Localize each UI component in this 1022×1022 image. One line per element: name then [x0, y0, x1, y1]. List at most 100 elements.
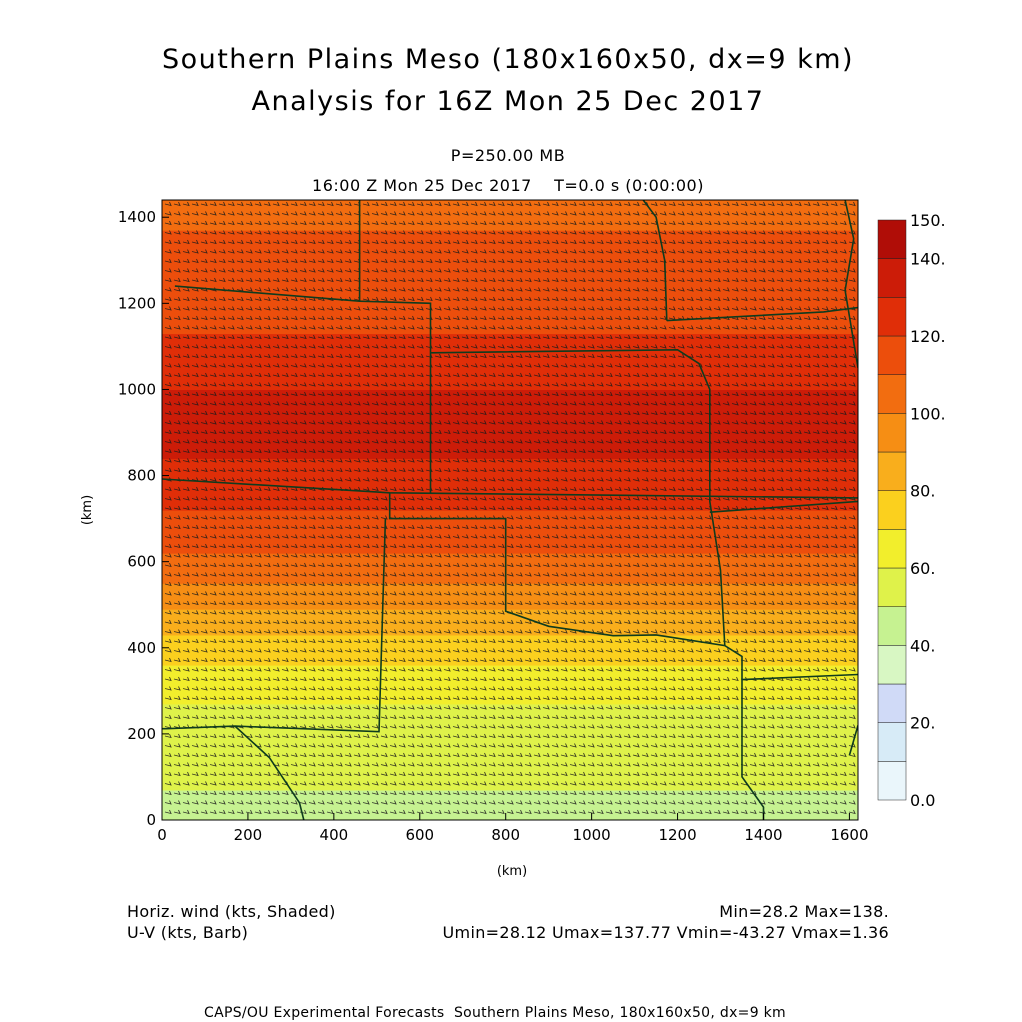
speed-band	[162, 522, 858, 528]
speed-band	[162, 574, 858, 580]
colorbar-label: 120.	[910, 327, 946, 346]
speed-band	[162, 492, 858, 498]
speed-band	[162, 626, 858, 632]
speed-band	[162, 454, 858, 459]
colorbar-segment	[877, 413, 907, 453]
plot-frame	[161, 199, 859, 821]
speed-band	[162, 346, 858, 352]
min-max-readout: Min=28.2 Max=138.	[719, 902, 889, 921]
colorbar-segment	[877, 529, 907, 569]
speed-band	[162, 234, 858, 240]
speed-band	[162, 510, 858, 515]
y-tick-label: 0	[146, 811, 156, 829]
wind-speed-field	[162, 200, 858, 820]
speed-band	[162, 471, 858, 477]
speed-band	[162, 277, 858, 283]
speed-band	[162, 781, 858, 787]
speed-band	[162, 548, 858, 554]
speed-band	[162, 350, 858, 356]
colorbar-segment	[877, 335, 907, 375]
speed-band	[162, 578, 858, 584]
speed-band	[162, 647, 858, 653]
speed-band	[162, 264, 858, 270]
speed-band	[162, 398, 858, 403]
speed-band	[162, 751, 858, 757]
speed-band	[162, 294, 858, 300]
state-border-line	[174, 285, 432, 493]
colorbar-segment	[877, 567, 907, 607]
speed-band	[162, 677, 858, 683]
speed-band	[162, 725, 858, 731]
speed-band	[162, 225, 858, 231]
state-border-line	[642, 200, 668, 321]
colorbar-segment	[877, 258, 907, 298]
state-border-line	[388, 492, 765, 820]
speed-band	[162, 587, 858, 593]
speed-band	[162, 367, 858, 373]
colorbar-segment	[877, 722, 907, 762]
colorbar-segment	[877, 297, 907, 337]
x-axis-label: (km)	[497, 864, 527, 879]
speed-band	[162, 553, 858, 558]
colorbar-label: 100.	[910, 404, 946, 423]
speed-band	[162, 815, 858, 820]
colorbar-label: 40.	[910, 636, 935, 655]
speed-band	[162, 380, 858, 386]
speed-band	[162, 462, 858, 468]
speed-band	[162, 505, 858, 511]
speed-band	[162, 759, 858, 765]
speed-band	[162, 652, 858, 657]
speed-band	[162, 609, 858, 614]
speed-band	[162, 307, 858, 313]
speed-band	[162, 303, 858, 309]
speed-band	[162, 703, 858, 709]
speed-band	[162, 699, 858, 705]
colorbar-label: 150.	[910, 211, 946, 230]
speed-band	[162, 320, 858, 326]
x-tick-label: 800	[491, 826, 520, 844]
speed-band	[162, 329, 858, 335]
speed-band	[162, 682, 858, 688]
speed-band	[162, 238, 858, 244]
speed-band	[162, 419, 858, 425]
speed-band	[162, 273, 858, 279]
speed-band	[162, 406, 858, 412]
speed-band	[162, 669, 858, 675]
state-border-line	[430, 348, 726, 646]
speed-band	[162, 570, 858, 576]
speed-band	[162, 372, 858, 378]
speed-band	[162, 337, 858, 343]
y-axis-label: (km)	[80, 495, 95, 525]
colorbar-segment	[877, 606, 907, 646]
speed-band	[162, 514, 858, 520]
speed-band	[162, 389, 858, 395]
speed-band	[162, 794, 858, 800]
speed-band	[162, 557, 858, 563]
speed-band	[162, 432, 858, 438]
speed-band	[162, 436, 858, 442]
field-label-barb: U-V (kts, Barb)	[127, 923, 249, 942]
speed-band	[162, 634, 858, 640]
speed-band	[162, 445, 858, 451]
axis-ticks: 0 200 400 600 800 1000 1200 1400 1600 0 200 400 600 8…	[118, 208, 869, 844]
valid-time: 16:00 Z Mon 25 Dec 2017 T=0.0 s (0:00:00…	[312, 176, 704, 195]
speed-band	[162, 600, 858, 606]
speed-band	[162, 518, 858, 524]
speed-band	[162, 764, 858, 769]
colorbar-segment	[877, 683, 907, 723]
y-tick-label: 400	[127, 639, 156, 657]
speed-band	[162, 342, 858, 347]
speed-band	[162, 789, 858, 795]
speed-band	[162, 359, 858, 365]
y-tick-label: 1400	[118, 208, 156, 226]
speed-band	[162, 755, 858, 761]
speed-band	[162, 617, 858, 623]
speed-band	[162, 488, 858, 494]
state-border-line	[234, 725, 305, 820]
y-tick-label: 200	[127, 725, 156, 743]
speed-band	[162, 355, 858, 360]
speed-band	[162, 200, 858, 205]
speed-band	[162, 798, 858, 804]
x-tick-label: 0	[157, 826, 167, 844]
speed-band	[162, 604, 858, 610]
